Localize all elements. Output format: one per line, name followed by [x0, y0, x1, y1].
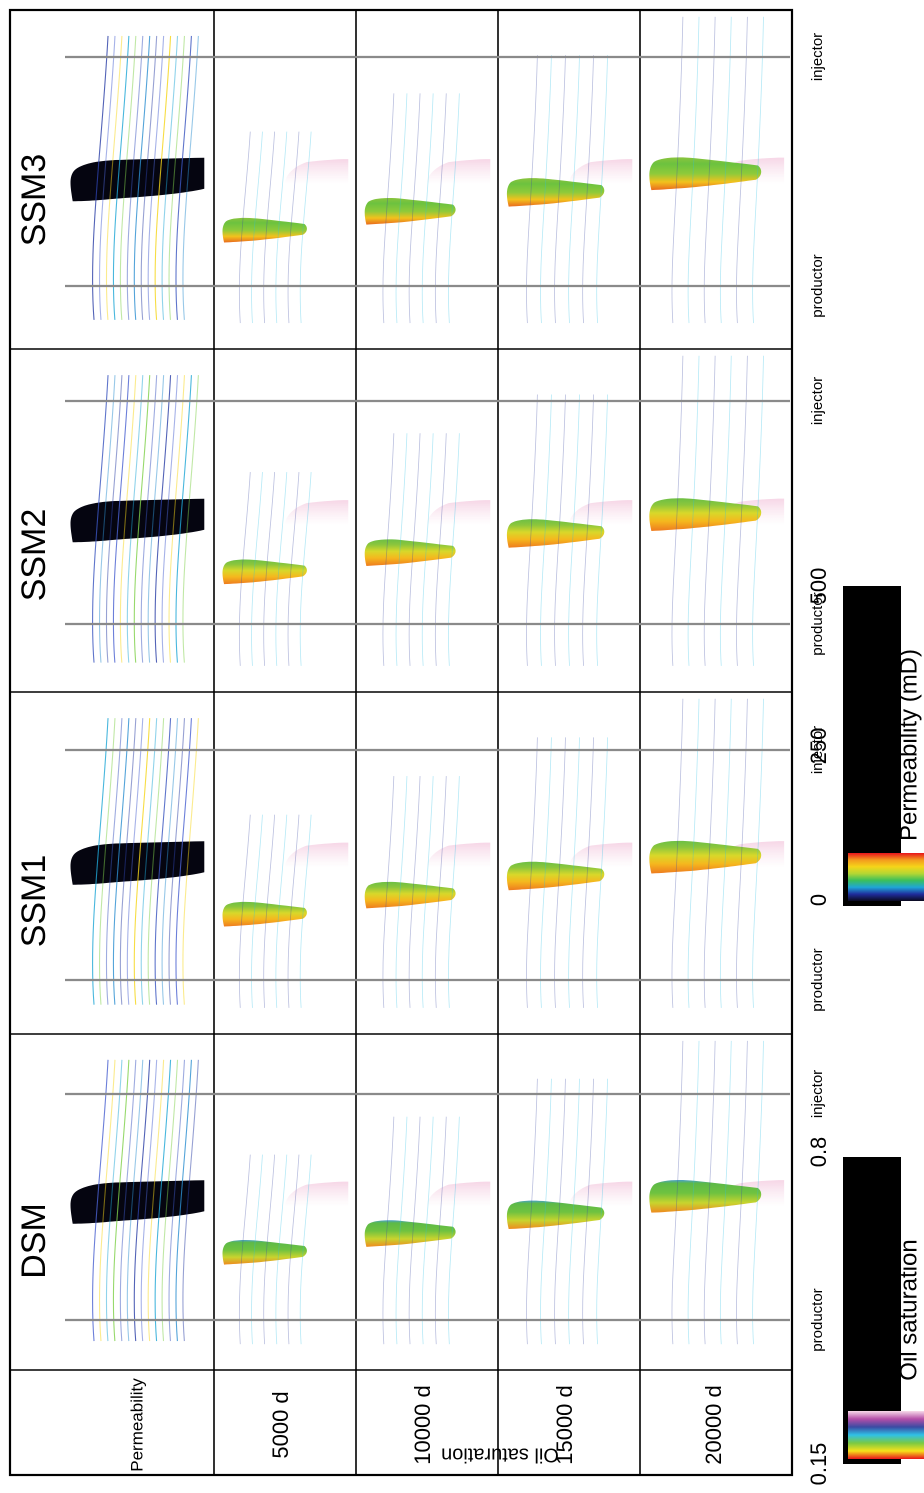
- oil-saturation-panel: [506, 55, 633, 324]
- row-label-time: 15000 d: [552, 1385, 577, 1465]
- well-lines: [65, 55, 790, 1322]
- oil-saturation-panel: [364, 776, 491, 1008]
- permeability-panel: [70, 35, 205, 320]
- oil-saturation-max-label: 0.8: [806, 1137, 831, 1168]
- injector-label: injector: [809, 726, 826, 774]
- row-group-label: Oil saturation: [441, 1444, 559, 1466]
- permeability-panel: [70, 1059, 205, 1342]
- row-label-time: 20000 d: [701, 1385, 726, 1465]
- colorbars: [843, 586, 924, 1464]
- productor-label: productor: [809, 948, 826, 1011]
- oil-saturation-panel: [364, 1116, 491, 1345]
- permeability-panel: [70, 375, 205, 663]
- productor-label: productor: [809, 592, 826, 655]
- oil-saturation-panel: [649, 698, 785, 1008]
- grid-labels: DSM SSM1 SSM2 SSM3 Permeability 5000 d 10000 d…: [15, 33, 922, 1486]
- row-label-time: 5000 d: [268, 1391, 293, 1458]
- oil-saturation-panel: [364, 433, 491, 666]
- outer-frame: [8, 8, 794, 1477]
- oil-saturation-panel: [222, 814, 349, 1008]
- oil-saturation-panel: [649, 1040, 785, 1345]
- injector-label: injector: [809, 1070, 826, 1118]
- oil-saturation-panel: [506, 394, 633, 666]
- oil-saturation-panel: [506, 1078, 633, 1345]
- permeability-tick-500: 500: [806, 568, 831, 605]
- row-label-permeability: Permeability: [127, 1378, 146, 1472]
- oil-saturation-min-label: 0.15: [806, 1443, 831, 1486]
- column-title: SSM2: [15, 509, 53, 602]
- injector-label: injector: [809, 377, 826, 425]
- injector-label: injector: [809, 33, 826, 81]
- oil-saturation-panel: [222, 1154, 349, 1345]
- permeability-tick-0: 0: [806, 894, 831, 906]
- oil-saturation-panel: [222, 131, 349, 324]
- productor-label: productor: [809, 1288, 826, 1351]
- oil-saturation-panel: [222, 472, 349, 666]
- row-label-time: 10000 d: [410, 1385, 435, 1465]
- panel-grid: [70, 16, 785, 1345]
- column-title: DSM: [15, 1203, 53, 1279]
- column-title: SSM1: [15, 855, 53, 948]
- permeability-colorbar-frame: [843, 586, 901, 906]
- column-title: SSM3: [15, 154, 53, 247]
- permeability-panel: [70, 718, 205, 1005]
- oil-saturation-panel: [649, 16, 785, 324]
- oil-saturation-panel: [506, 737, 633, 1008]
- oil-saturation-panel: [364, 93, 491, 324]
- grid-frame: [8, 8, 794, 1477]
- permeability-colorbar: [848, 853, 924, 901]
- permeability-tick-250: 250: [806, 728, 831, 765]
- productor-label: productor: [809, 254, 826, 317]
- oil-saturation-panel: [649, 355, 785, 666]
- oil-saturation-colorbar: [848, 1411, 924, 1459]
